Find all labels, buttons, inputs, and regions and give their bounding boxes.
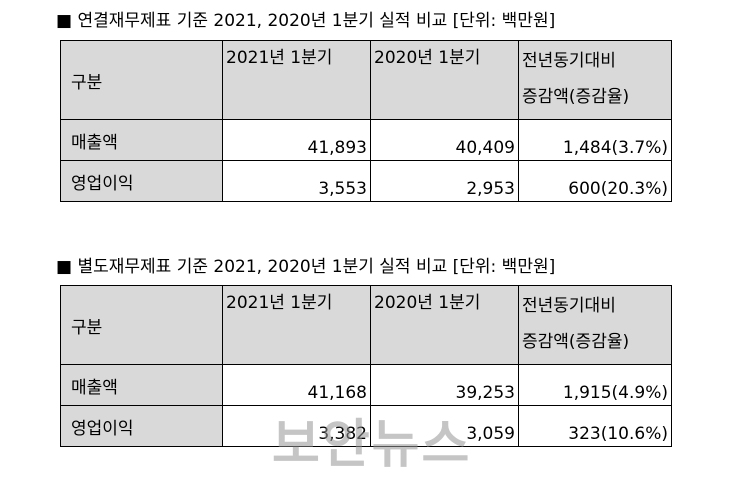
data-row: 영업이익 3,553 2,953 600(20.3%) — [60, 160, 672, 202]
section-title: ■ 연결재무제표 기준 2021, 2020년 1분기 실적 비교 [단위: 백… — [56, 11, 556, 31]
cell: 323(10.6%) — [518, 405, 672, 447]
data-row: 매출액 41,168 39,253 1,915(4.9%) — [60, 364, 672, 406]
cell: 600(20.3%) — [518, 160, 672, 202]
cell: 41,168 — [222, 364, 371, 406]
cell: 3,059 — [370, 405, 519, 447]
cell: 41,893 — [222, 119, 371, 161]
data-row: 매출액 41,893 40,409 1,484(3.7%) — [60, 119, 672, 161]
row-label: 매출액 — [60, 119, 223, 161]
table: 구분 2021년 1분기 2020년 1분기 전년동기대비 증감액(증감율) 매출액 41,… — [60, 285, 672, 447]
header-line: 전년동기대비 — [522, 51, 616, 71]
cell: 2,953 — [370, 160, 519, 202]
header-line: 증감액(증감율) — [522, 332, 630, 352]
row-label: 매출액 — [60, 364, 223, 406]
cell: 3,553 — [222, 160, 371, 202]
cell: 1,484(3.7%) — [518, 119, 672, 161]
header-cell: 2021년 1분기 — [222, 40, 371, 120]
header-cell: 2020년 1분기 — [370, 285, 519, 365]
cell: 40,409 — [370, 119, 519, 161]
header-cell: 2021년 1분기 — [222, 285, 371, 365]
data-row: 영업이익 3,382 3,059 323(10.6%) — [60, 405, 672, 447]
table: 구분 2021년 1분기 2020년 1분기 전년동기대비 증감액(증감율) 매출액 41,… — [60, 40, 672, 202]
header-cell: 구분 — [60, 285, 223, 365]
cell: 1,915(4.9%) — [518, 364, 672, 406]
section-title: ■ 별도재무제표 기준 2021, 2020년 1분기 실적 비교 [단위: 백… — [56, 257, 556, 277]
header-line: 증감액(증감율) — [522, 87, 630, 107]
watermark: 보안뉴스 — [272, 415, 472, 475]
row-label: 영업이익 — [60, 160, 223, 202]
header-line: 전년동기대비 — [522, 296, 616, 316]
header-cell: 2020년 1분기 — [370, 40, 519, 120]
header-cell: 구분 — [60, 40, 223, 120]
cell: 39,253 — [370, 364, 519, 406]
row-label: 영업이익 — [60, 405, 223, 447]
